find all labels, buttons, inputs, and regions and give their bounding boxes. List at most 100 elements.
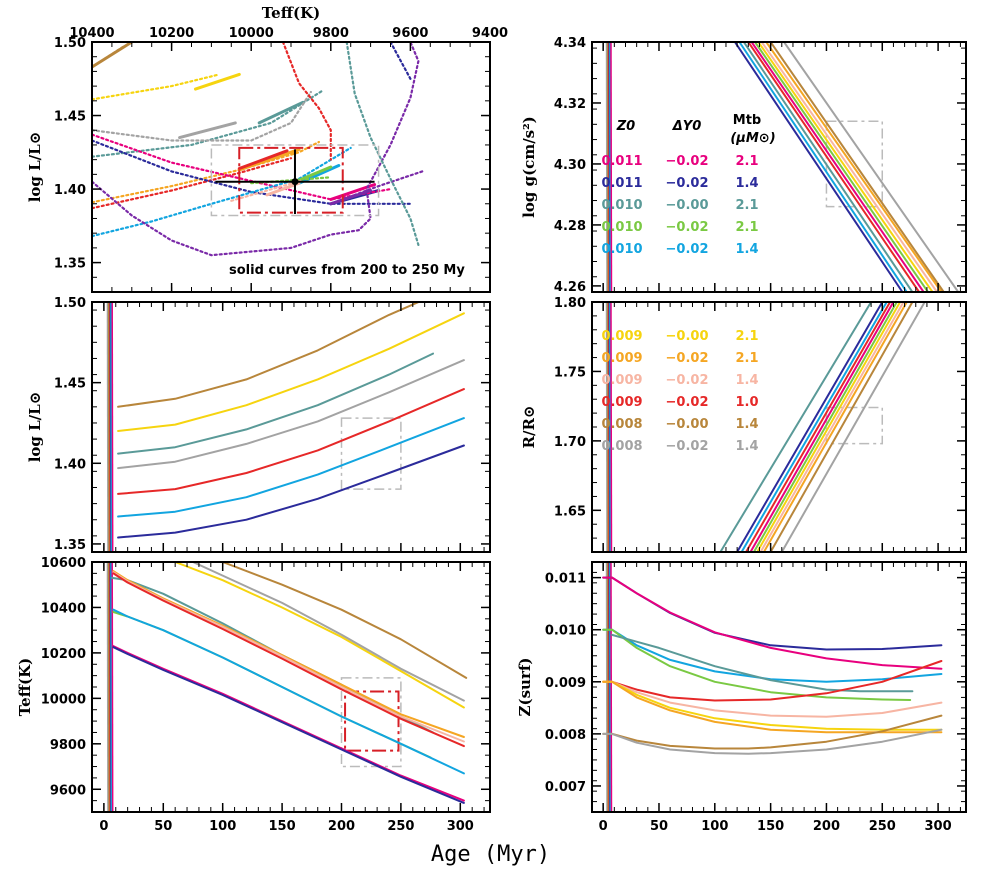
obs-box-lum	[340, 417, 402, 490]
legend-m: 2.1	[735, 220, 758, 235]
ytick-label-zsurf: 0.011	[545, 572, 586, 587]
error-box	[238, 146, 344, 214]
legend-header-m: Mtb	[733, 113, 761, 128]
series-line-m11	[783, 42, 960, 292]
frame-lum	[91, 301, 491, 553]
pms-track	[609, 42, 612, 292]
ytick-label-hr: 1.50	[54, 36, 86, 51]
legend-dy: −0.02	[666, 395, 709, 410]
legend-z: 0.008	[601, 439, 642, 454]
legend-upper: Z0 ΔY0 Mtb(μM⊙)0.011 −0.02 2.10.011 −0.02 1.40…	[601, 113, 775, 257]
legend-row: 0.009 −0.02 1.0	[601, 395, 758, 410]
ylabel-zsurf: Z(surf)	[516, 658, 534, 717]
plot-area-logg	[605, 42, 960, 292]
legend-row: 0.010 −0.02 1.4	[601, 242, 758, 257]
obs-box	[210, 144, 380, 217]
legend-m: 1.4	[735, 439, 758, 454]
series-line-m5	[738, 42, 908, 292]
ytick-label-radius: 1.65	[554, 504, 586, 519]
panel-radius: 1.65 1.70 1.75 1.80 R/R⊙	[520, 296, 967, 553]
hr-track-solid	[237, 147, 301, 172]
xtick-label-hr: 10400	[69, 26, 114, 41]
hr-track-solid	[237, 149, 289, 170]
error-box-teff	[344, 690, 400, 752]
pms-track	[605, 302, 608, 552]
legend-row: 0.009 −0.02 2.1	[601, 351, 758, 366]
ytick-label-radius: 1.70	[554, 435, 586, 450]
legend-dy: −0.00	[666, 329, 709, 344]
series-line-m6	[757, 42, 934, 292]
frame-logg	[591, 41, 967, 293]
legend-dy: −0.02	[666, 242, 709, 257]
ytick-label-logg: 4.28	[554, 219, 586, 234]
hr-track-solid	[92, 42, 134, 69]
series-line-m10	[221, 562, 468, 679]
series-line-m7	[765, 42, 943, 292]
series-line-m10	[769, 42, 945, 292]
series-line-m4	[752, 302, 898, 552]
series-line-m1	[749, 302, 895, 552]
ytick-label-zsurf: 0.007	[545, 780, 586, 795]
xtick-label-zsurf: 50	[650, 819, 668, 834]
xtick-label-hr: 9800	[313, 26, 349, 41]
series-line-m2	[736, 302, 884, 552]
pms-track	[610, 562, 613, 812]
plot-area-radius	[605, 302, 926, 552]
hr-track-dotted	[92, 89, 324, 158]
legend-z: 0.011	[601, 176, 642, 191]
series-line-m3	[742, 42, 914, 292]
pms-track	[110, 302, 113, 552]
pms-track	[111, 302, 114, 552]
legend-z: 0.009	[601, 351, 642, 366]
hr-track-dotted	[230, 179, 304, 202]
legend-header-z: Z0	[616, 119, 635, 134]
series-line-m8	[759, 302, 905, 552]
hr-track-dotted	[92, 73, 221, 101]
series-line-m11	[780, 302, 926, 552]
xtick-label-teff: 150	[269, 819, 296, 834]
ytick-label-teff: 10200	[41, 647, 86, 662]
ytick-label-teff: 9600	[50, 783, 86, 798]
ytick-label-lum: 1.40	[54, 457, 86, 472]
panel-logg: 4.26 4.28 4.30 4.32 4.34 log g(cm/s²)	[520, 36, 967, 295]
ytick-label-logg: 4.32	[554, 97, 586, 112]
hr-track-solid	[257, 100, 305, 125]
series-line-m3	[719, 302, 873, 552]
legend-z: 0.009	[601, 373, 642, 388]
xtick-label-teff: 250	[387, 819, 414, 834]
series-line-m6	[117, 312, 465, 432]
xtick-label-teff: 100	[209, 819, 236, 834]
pms-track	[606, 302, 609, 552]
obs-box-radius	[825, 406, 884, 445]
legend-row: 0.008 −0.02 1.4	[601, 439, 758, 454]
legend-dy: −0.00	[666, 417, 709, 432]
ylabel-teff: Teff(K)	[16, 658, 34, 717]
age-axis-label: Age (Myr)	[430, 842, 551, 867]
hr-track-solid	[194, 72, 241, 91]
pms-track	[610, 302, 613, 552]
xtick-label-zsurf: 100	[701, 819, 728, 834]
hr-track-dotted	[92, 157, 293, 210]
pms-track	[609, 562, 612, 812]
xtick-label-hr: 9600	[392, 26, 428, 41]
ylabel-logg: log g(cm/s²)	[520, 116, 538, 218]
legend-header-dy: ΔY0	[672, 119, 702, 134]
xtick-label-zsurf: 250	[869, 819, 896, 834]
ytick-label-teff: 10600	[41, 556, 86, 571]
legend-lower: 0.009 −0.00 2.10.009 −0.02 2.10.009 −0.02 1.40…	[601, 329, 758, 454]
legend-z: 0.011	[601, 154, 642, 169]
legend-row: 0.009 −0.00 2.1	[601, 329, 758, 344]
legend-dy: −0.02	[666, 373, 709, 388]
series-line-m6	[756, 302, 902, 552]
obs-point	[291, 178, 299, 186]
series-line-m11	[117, 359, 465, 470]
series-line-m5	[740, 302, 888, 552]
legend-dy: −0.00	[666, 198, 709, 213]
pms-track	[107, 562, 110, 812]
series-line-m10	[769, 302, 914, 552]
legend-dy: −0.02	[666, 220, 709, 235]
legend-m: 2.1	[735, 329, 758, 344]
hr-track-solid	[265, 181, 301, 197]
panel-hr: 10400 10200 10000 9800 9600 9400 1.35 1.40 1.45 1…	[26, 4, 508, 293]
